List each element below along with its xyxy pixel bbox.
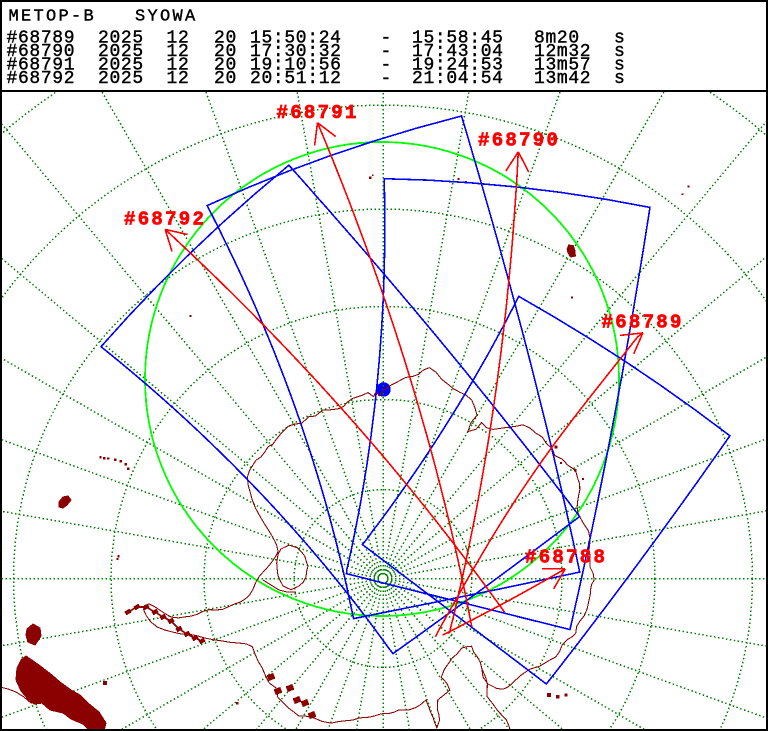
svg-text:21:04:54: 21:04:54 — [412, 69, 504, 89]
svg-text:12m32: 12m32 — [534, 42, 591, 62]
svg-text:20: 20 — [214, 42, 237, 62]
svg-text:-: - — [381, 29, 392, 49]
svg-text:12: 12 — [167, 42, 190, 62]
svg-text:#68789: #68789 — [7, 29, 76, 49]
svg-text:#68792: #68792 — [7, 69, 76, 89]
svg-text:20: 20 — [214, 56, 237, 76]
svg-text:17:43:04: 17:43:04 — [412, 42, 504, 62]
svg-text:12: 12 — [167, 69, 190, 89]
svg-text:2025: 2025 — [98, 56, 144, 76]
svg-text:#68790: #68790 — [478, 130, 560, 152]
svg-text:-: - — [381, 42, 392, 62]
svg-text:20: 20 — [214, 69, 237, 89]
svg-text:METOP-B: METOP-B — [9, 8, 97, 27]
svg-text:s: s — [614, 29, 625, 49]
svg-text:8m20: 8m20 — [534, 29, 580, 49]
svg-text:20: 20 — [214, 29, 237, 49]
svg-text:-: - — [381, 56, 392, 76]
svg-text:15:50:24: 15:50:24 — [250, 29, 342, 49]
svg-text:19:10:56: 19:10:56 — [250, 56, 342, 76]
svg-text:13m57: 13m57 — [534, 56, 591, 76]
svg-text:15:58:45: 15:58:45 — [412, 29, 504, 49]
svg-text:-: - — [381, 69, 392, 89]
svg-text:#68791: #68791 — [7, 56, 76, 76]
svg-text:#68791: #68791 — [277, 102, 359, 124]
svg-text:12: 12 — [167, 29, 190, 49]
svg-text:#68788: #68788 — [525, 547, 607, 569]
svg-text:20:51:12: 20:51:12 — [250, 69, 342, 89]
svg-text:2025: 2025 — [98, 42, 144, 62]
svg-text:13m42: 13m42 — [534, 69, 591, 89]
svg-text:s: s — [614, 56, 625, 76]
svg-text:s: s — [614, 69, 625, 89]
svg-text:#68789: #68789 — [602, 312, 684, 334]
svg-text:12: 12 — [167, 56, 190, 76]
svg-text:19:24:53: 19:24:53 — [412, 56, 504, 76]
svg-text:SYOWA: SYOWA — [135, 8, 198, 27]
svg-text:2025: 2025 — [98, 69, 144, 89]
svg-text:17:30:32: 17:30:32 — [250, 42, 342, 62]
svg-text:#68790: #68790 — [7, 42, 76, 62]
svg-text:s: s — [614, 42, 625, 62]
svg-text:#68792: #68792 — [124, 209, 206, 231]
svg-text:2025: 2025 — [98, 29, 144, 49]
